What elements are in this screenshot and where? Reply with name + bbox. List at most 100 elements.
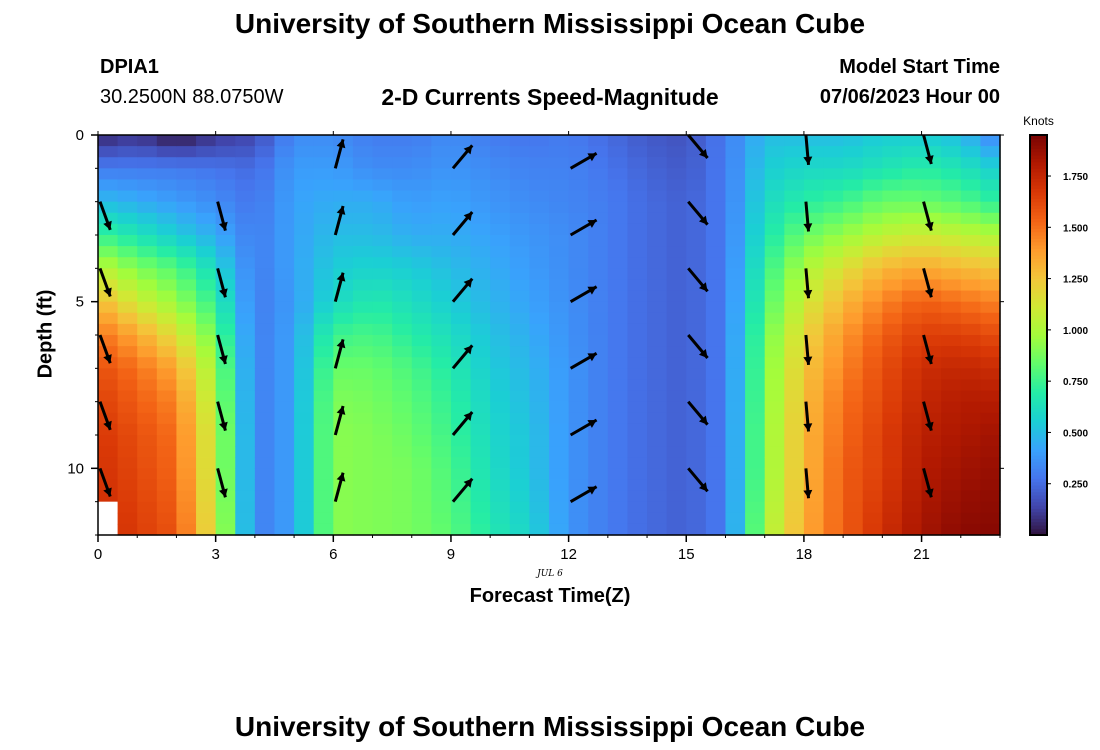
- heatmap-cell: [98, 479, 119, 492]
- heatmap-cell: [705, 423, 727, 436]
- heatmap-cell: [568, 379, 589, 392]
- heatmap-cell: [254, 346, 276, 358]
- heatmap-cell: [137, 368, 158, 381]
- heatmap-cell: [549, 157, 570, 169]
- heatmap-cell: [960, 468, 981, 481]
- heatmap-cell: [137, 323, 158, 336]
- heatmap-cell: [156, 135, 178, 147]
- heatmap-cell: [705, 357, 727, 369]
- heatmap-cell: [196, 390, 217, 403]
- heatmap-cell: [274, 168, 295, 181]
- colorbar-segment: [1030, 491, 1047, 496]
- heatmap-cell: [960, 368, 981, 381]
- heatmap-cell: [215, 201, 236, 214]
- heatmap-cell: [803, 412, 825, 425]
- heatmap-cell: [803, 457, 825, 469]
- heatmap-cell: [176, 135, 197, 147]
- heatmap-cell: [176, 401, 197, 414]
- heatmap-cell: [411, 146, 432, 158]
- heatmap-cell: [411, 179, 432, 192]
- heatmap-cell: [627, 490, 648, 503]
- heatmap-cell: [431, 368, 452, 381]
- current-vector: [333, 405, 346, 436]
- heatmap-cell: [901, 523, 923, 536]
- heatmap-cell: [215, 312, 236, 325]
- heatmap-cell: [745, 257, 766, 269]
- heatmap-cell: [549, 412, 570, 425]
- colorbar-segment: [1030, 278, 1047, 283]
- heatmap-cell: [117, 490, 138, 503]
- heatmap-cell: [686, 279, 707, 292]
- heatmap-cell: [705, 268, 727, 281]
- heatmap-cell: [196, 235, 217, 247]
- heatmap-cell: [588, 379, 609, 392]
- heatmap-cell: [764, 223, 785, 236]
- heatmap-cell: [607, 379, 629, 392]
- heatmap-cell: [823, 379, 844, 392]
- heatmap-cell: [274, 512, 295, 525]
- heatmap-cell: [568, 212, 589, 225]
- heatmap-cell: [313, 512, 334, 525]
- heatmap-cell: [470, 379, 491, 392]
- heatmap-cell: [725, 290, 746, 303]
- heatmap-cell: [960, 301, 981, 314]
- colorbar-segment: [1030, 215, 1047, 219]
- heatmap-cell: [941, 357, 962, 369]
- heatmap-cell: [411, 346, 432, 358]
- heatmap-cell: [588, 235, 609, 247]
- heatmap-cell: [196, 268, 217, 281]
- heatmap-cell: [411, 246, 432, 258]
- heatmap-cell: [215, 512, 236, 525]
- heatmap-cell: [313, 146, 334, 158]
- heatmap-cell: [882, 446, 903, 458]
- heatmap-cell: [764, 490, 785, 503]
- heatmap-cell: [627, 323, 648, 336]
- heatmap-cell: [98, 335, 119, 347]
- heatmap-cell: [980, 335, 1001, 347]
- heatmap-cell: [647, 368, 668, 381]
- current-vector: [98, 467, 112, 498]
- heatmap-cell: [666, 212, 687, 225]
- heatmap-cell: [529, 201, 550, 214]
- heatmap-cell: [843, 235, 864, 247]
- colorbar-unit-label: Knots: [1023, 114, 1054, 128]
- colorbar-segment: [1030, 465, 1047, 469]
- current-vector: [451, 277, 474, 303]
- heatmap-cell: [666, 146, 687, 158]
- heatmap-cell: [980, 135, 1001, 147]
- heatmap-cell: [745, 423, 766, 436]
- heatmap-cell: [196, 379, 217, 392]
- heatmap-cell: [980, 390, 1001, 403]
- heatmap-cell: [784, 490, 805, 503]
- heatmap-cell: [784, 201, 805, 214]
- heatmap-cell: [941, 468, 962, 481]
- heatmap-cell: [294, 335, 315, 347]
- heatmap-cell: [313, 335, 334, 347]
- heatmap-cell: [294, 290, 315, 303]
- heatmap-cell: [431, 223, 452, 236]
- heatmap-cell: [862, 468, 883, 481]
- heatmap-cell: [490, 446, 511, 458]
- heatmap-cell: [372, 479, 393, 492]
- heatmap-cell: [98, 290, 119, 303]
- heatmap-cell: [117, 323, 138, 336]
- heatmap-cell: [627, 135, 648, 147]
- colorbar-segment: [1030, 395, 1047, 399]
- heatmap-cell: [980, 446, 1001, 458]
- heatmap-cell: [764, 346, 785, 358]
- heatmap-cell: [490, 301, 511, 314]
- heatmap-cell: [627, 335, 648, 347]
- heatmap-cell: [607, 168, 629, 181]
- heatmap-cell: [529, 346, 550, 358]
- heatmap-cell: [450, 479, 472, 492]
- heatmap-cell: [745, 279, 766, 292]
- heatmap-cell: [725, 301, 746, 314]
- heatmap-cell: [882, 379, 903, 392]
- heatmap-cell: [176, 523, 197, 536]
- heatmap-cell: [588, 246, 609, 258]
- heatmap-cell: [235, 190, 256, 203]
- heatmap-cell: [352, 446, 374, 458]
- heatmap-cell: [549, 435, 570, 447]
- heatmap-cell: [960, 390, 981, 403]
- heatmap-cell: [647, 301, 668, 314]
